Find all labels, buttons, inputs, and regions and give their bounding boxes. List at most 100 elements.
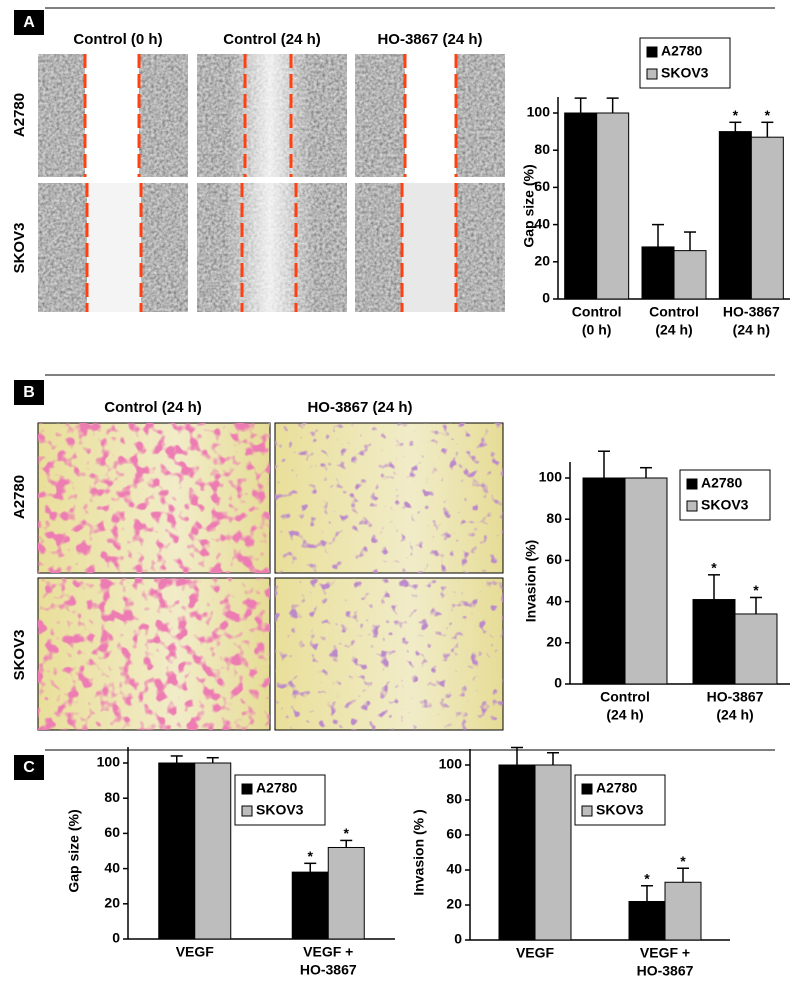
y-tick-label: 60	[534, 178, 550, 194]
bar	[628, 901, 666, 941]
y-tick-label: 60	[104, 824, 120, 840]
bar	[673, 250, 707, 300]
column-header: Control (24 h)	[223, 31, 321, 48]
micrographs-a	[36, 52, 507, 314]
x-tick-label: VEGF	[176, 944, 215, 960]
legend-box	[234, 774, 326, 826]
panel-label: A	[23, 14, 35, 31]
legend-label: SKOV3	[661, 65, 709, 81]
row-label: A2780	[11, 93, 28, 137]
cells	[275, 578, 503, 730]
micrographs-b	[37, 422, 504, 731]
y-tick-label: 0	[542, 290, 550, 306]
bar	[692, 599, 736, 685]
y-tick-label: 20	[104, 895, 120, 911]
panel-label: C	[23, 759, 35, 776]
y-tick-label: 100	[527, 104, 551, 120]
significance-marker: *	[753, 582, 759, 598]
bar	[158, 762, 196, 940]
y-tick-label: 100	[439, 756, 463, 772]
y-axis-label: Invasion (% )	[411, 809, 427, 895]
y-tick-label: 20	[446, 896, 462, 912]
y-tick-label: 80	[534, 141, 550, 157]
row-label: A2780	[11, 475, 28, 519]
legend-box	[639, 37, 731, 89]
x-tick-label: Control	[600, 689, 650, 705]
bar	[564, 112, 598, 300]
y-tick-label: 60	[546, 551, 562, 567]
legend-label: SKOV3	[596, 802, 644, 818]
y-tick-label: 40	[446, 861, 462, 877]
legend-swatch	[686, 478, 698, 490]
legend-swatch	[686, 500, 698, 512]
legend-swatch	[581, 783, 593, 795]
x-tick-label: Control	[572, 304, 622, 320]
legend-swatch	[646, 46, 658, 58]
y-axis-label: Gap size (%)	[521, 164, 537, 247]
legend-label: A2780	[596, 780, 637, 796]
x-tick-label: HO-3867	[637, 963, 694, 979]
significance-marker: *	[711, 560, 717, 576]
bar	[291, 871, 329, 940]
y-tick-label: 100	[97, 754, 121, 770]
row-label: SKOV3	[11, 630, 28, 681]
significance-marker: *	[765, 107, 771, 123]
legend-swatch	[241, 805, 253, 817]
x-tick-label: HO-3867	[723, 304, 780, 320]
y-tick-label: 0	[112, 930, 120, 946]
y-tick-label: 100	[539, 469, 563, 485]
legend-swatch	[646, 68, 658, 80]
bar	[664, 881, 702, 941]
wound-gap	[85, 54, 139, 177]
cells	[38, 578, 270, 730]
column-header: Control (0 h)	[73, 31, 162, 48]
legend-label: SKOV3	[256, 802, 304, 818]
legend-label: SKOV3	[701, 497, 749, 513]
x-tick-label: (24 h)	[655, 322, 692, 338]
column-header: Control (24 h)	[104, 399, 202, 416]
y-tick-label: 0	[454, 931, 462, 947]
legend-swatch	[581, 805, 593, 817]
y-axis-label: Gap size (%)	[66, 809, 82, 892]
x-tick-label: VEGF	[516, 945, 555, 961]
y-tick-label: 20	[546, 634, 562, 650]
y-axis-label: Invasion (%)	[523, 540, 539, 622]
legend-swatch	[241, 783, 253, 795]
row-label: SKOV3	[11, 223, 28, 274]
y-tick-label: 0	[554, 675, 562, 691]
legend-label: A2780	[701, 475, 742, 491]
bar	[327, 846, 365, 940]
y-tick-label: 80	[104, 789, 120, 805]
panel-label: B	[23, 384, 35, 401]
x-tick-label: Control	[649, 304, 699, 320]
y-tick-label: 40	[104, 859, 120, 875]
x-tick-label: (0 h)	[582, 322, 612, 338]
column-header: HO-3867 (24 h)	[377, 31, 482, 48]
panel-label-box	[14, 10, 44, 35]
wound-gap	[87, 183, 141, 312]
y-tick-label: 80	[446, 791, 462, 807]
panel-label-box	[14, 755, 44, 780]
legend-label: A2780	[661, 43, 702, 59]
bar	[718, 131, 752, 300]
x-tick-label: HO-3867	[300, 962, 357, 978]
y-tick-label: 40	[534, 215, 550, 231]
x-tick-label: VEGF +	[303, 944, 353, 960]
bar	[596, 112, 630, 300]
bar	[734, 613, 778, 685]
significance-marker: *	[308, 848, 314, 864]
significance-marker: *	[733, 107, 739, 123]
wound-gap	[402, 183, 456, 312]
significance-marker: *	[344, 825, 350, 841]
y-tick-label: 20	[534, 253, 550, 269]
legend-label: A2780	[256, 780, 297, 796]
significance-marker: *	[644, 870, 650, 886]
panel-label-box	[14, 380, 44, 405]
significance-marker: *	[680, 853, 686, 869]
bar	[498, 764, 536, 941]
column-header: HO-3867 (24 h)	[307, 399, 412, 416]
bar	[194, 762, 232, 940]
bar	[750, 136, 784, 300]
bar	[624, 477, 668, 685]
wound-gap	[225, 183, 315, 312]
